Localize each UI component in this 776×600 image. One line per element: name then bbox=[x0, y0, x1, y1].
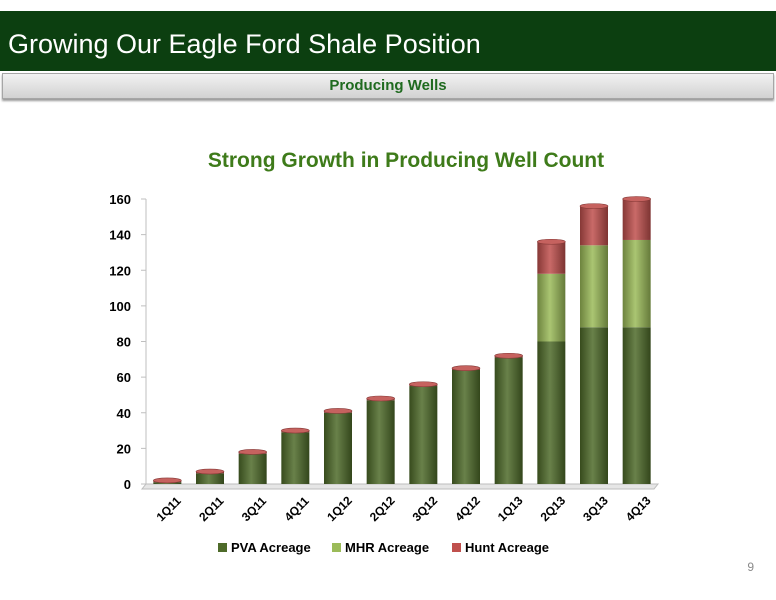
x-tick-label: 2Q12 bbox=[367, 493, 398, 524]
bar-segment bbox=[537, 241, 566, 274]
legend-label: PVA Acreage bbox=[231, 540, 311, 555]
x-tick-label: 1Q12 bbox=[324, 493, 355, 524]
y-tick-label: 80 bbox=[117, 335, 131, 350]
y-tick-label: 160 bbox=[109, 192, 131, 207]
y-tick-label: 120 bbox=[109, 263, 131, 278]
bar-segment bbox=[238, 453, 267, 484]
bar-segment bbox=[622, 239, 651, 328]
x-tick-label: 3Q13 bbox=[580, 493, 611, 524]
legend-swatch bbox=[218, 543, 227, 552]
legend-swatch bbox=[452, 543, 461, 552]
y-tick-label: 140 bbox=[109, 228, 131, 243]
bar-segment bbox=[494, 357, 523, 484]
bar-top-cap bbox=[537, 238, 566, 245]
legend-label: MHR Acreage bbox=[345, 540, 429, 555]
x-tick-label: 1Q11 bbox=[154, 494, 184, 524]
bar-segment bbox=[580, 245, 608, 328]
bar-top-cap bbox=[323, 408, 353, 414]
legend-swatch bbox=[332, 543, 341, 552]
bar-segment bbox=[409, 386, 438, 484]
y-tick-label: 0 bbox=[124, 477, 131, 492]
page-number: 9 bbox=[747, 560, 754, 574]
x-tick-label: 4Q12 bbox=[452, 493, 483, 524]
bar-segment bbox=[452, 370, 480, 484]
bar-segment bbox=[537, 341, 566, 484]
bar-top-cap bbox=[281, 427, 310, 434]
bar-segment bbox=[580, 327, 608, 484]
bar-segment bbox=[580, 206, 608, 246]
legend-label: Hunt Acreage bbox=[465, 540, 549, 555]
bar-segment bbox=[324, 412, 352, 484]
bar-top-cap bbox=[195, 468, 225, 475]
page-subtitle: Producing Wells bbox=[329, 77, 447, 94]
bar-segment bbox=[622, 199, 651, 240]
x-tick-label: 2Q13 bbox=[538, 493, 569, 524]
subtitle-bar: Producing Wells bbox=[2, 73, 774, 99]
bar-segment bbox=[537, 273, 566, 342]
bar-segment bbox=[622, 327, 651, 484]
page-title: Growing Our Eagle Ford Shale Position bbox=[8, 29, 481, 59]
bar-segment bbox=[196, 473, 224, 484]
bar-top-cap bbox=[238, 449, 267, 455]
chart-floor bbox=[140, 483, 660, 490]
title-bar: Growing Our Eagle Ford Shale Position bbox=[0, 11, 776, 71]
bar-segment bbox=[366, 400, 395, 484]
x-tick-label: 1Q13 bbox=[495, 493, 526, 524]
x-tick-label: 2Q11 bbox=[196, 494, 226, 524]
bar-top-cap bbox=[366, 395, 395, 402]
bar-top-cap bbox=[451, 365, 481, 372]
y-tick-label: 20 bbox=[117, 441, 131, 456]
x-tick-label: 4Q11 bbox=[282, 494, 312, 524]
y-tick-label: 60 bbox=[117, 370, 131, 385]
x-tick-label: 3Q12 bbox=[410, 493, 441, 524]
y-tick-label: 100 bbox=[109, 299, 131, 314]
bar-top-cap bbox=[153, 477, 182, 484]
bar-top-cap bbox=[579, 203, 609, 209]
x-tick-label: 3Q11 bbox=[239, 494, 269, 524]
x-tick-label: 4Q13 bbox=[623, 493, 654, 524]
bar-top-cap bbox=[494, 352, 523, 359]
y-tick-label: 40 bbox=[117, 406, 131, 421]
bar-top-cap bbox=[622, 196, 651, 202]
bar-top-cap bbox=[409, 381, 438, 388]
chart-title: Strong Growth in Producing Well Count bbox=[208, 149, 604, 172]
bar-segment bbox=[281, 432, 310, 484]
